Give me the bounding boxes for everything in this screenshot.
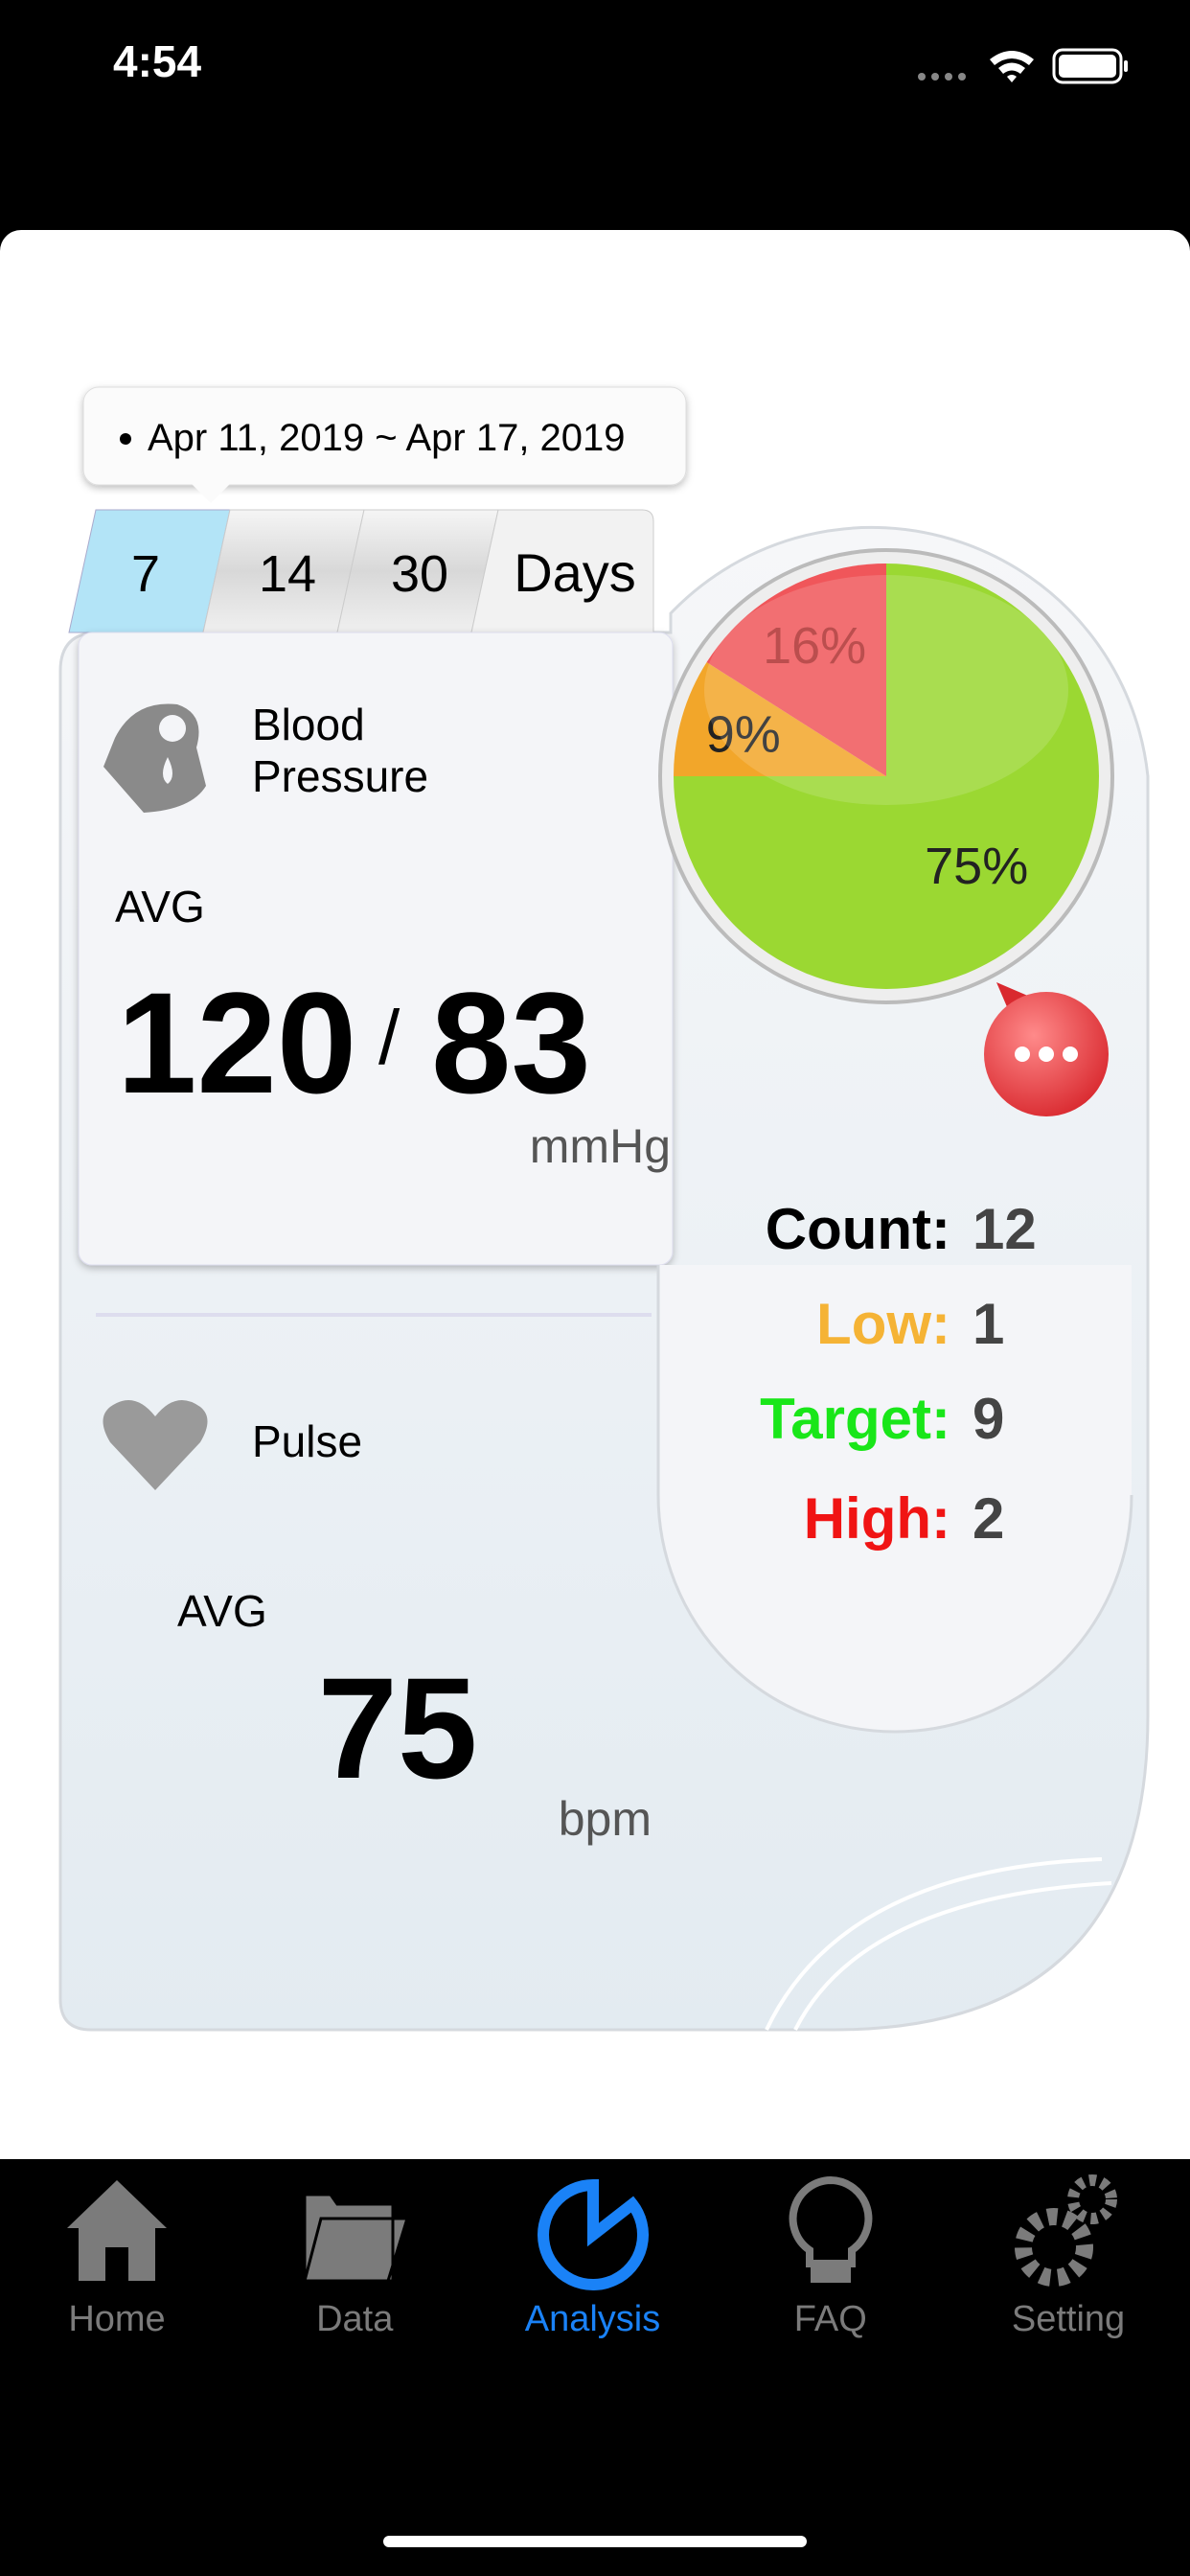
date-tooltip <box>82 386 687 486</box>
tab-item[interactable]: Setting <box>1012 2299 1125 2339</box>
tab-item[interactable]: Data <box>316 2299 394 2339</box>
pie-label: 75% <box>925 838 1028 895</box>
tab-unit: Days <box>514 542 636 603</box>
pie-label: 16% <box>763 617 866 675</box>
tab-icons <box>67 2174 1117 2290</box>
bullet <box>120 433 131 445</box>
day-tabs: 7 14 30 Days <box>68 509 654 633</box>
avg-label: AVG <box>177 1586 267 1636</box>
stat-value: 2 <box>973 1486 1004 1551</box>
stats: Count: 12 Low: 1 Target: 9 High: 2 <box>760 1197 1037 1551</box>
tab-days <box>470 509 654 633</box>
status-bar <box>0 0 1190 230</box>
bp-box <box>78 632 674 1266</box>
diastolic: 83 <box>431 962 591 1123</box>
pie-gloss <box>704 575 1068 805</box>
stat-value: 12 <box>973 1197 1037 1261</box>
heart-icon <box>103 1399 208 1490</box>
tab-labels: Home Data Analysis FAQ Setting <box>68 2299 1125 2339</box>
bp-title: Pressure <box>252 751 428 801</box>
home-indicator <box>383 2536 807 2547</box>
stat-value: 9 <box>973 1387 1004 1451</box>
pie: 75% 9% 16% <box>674 564 1099 989</box>
tab-label: 7 <box>131 545 160 603</box>
bp-icon <box>103 703 206 813</box>
pie-slice <box>674 662 886 776</box>
bp-unit: mmHg <box>530 1119 671 1173</box>
tab-item[interactable]: FAQ <box>794 2299 867 2339</box>
separator: / <box>378 995 400 1080</box>
stats-bubble <box>658 1265 1132 1732</box>
date-range: Apr 11, 2019 ~ Apr 17, 2019 <box>148 417 626 459</box>
stat-label: Target: <box>760 1387 950 1451</box>
tab-item[interactable]: Home <box>68 2299 165 2339</box>
pie-label: 9% <box>706 706 781 764</box>
pulse-title: Pulse <box>252 1416 362 1466</box>
stat-label: Low: <box>816 1292 950 1356</box>
systolic: 120 <box>117 962 356 1123</box>
bp-title: Blood <box>252 700 365 749</box>
tab-label: 30 <box>391 545 448 603</box>
tooltip-pointer <box>192 484 230 503</box>
clock: 4:54 <box>113 36 201 86</box>
tab-item[interactable]: Analysis <box>525 2299 661 2339</box>
pulse-unit: bpm <box>559 1792 652 1846</box>
tab-label: 14 <box>259 545 316 603</box>
stat-value: 1 <box>973 1292 1004 1356</box>
avg-label: AVG <box>115 882 205 932</box>
panel-decoration <box>765 1857 1112 2031</box>
stat-label: Count: <box>766 1197 950 1261</box>
stat-label: High: <box>804 1486 950 1551</box>
pie-slice <box>706 564 886 776</box>
status-icons <box>918 48 1128 84</box>
stats-outline <box>656 1265 1133 1734</box>
pulse-value: 75 <box>318 1647 478 1808</box>
bubble-tail <box>996 982 1030 1016</box>
ellipsis <box>1015 1046 1078 1062</box>
